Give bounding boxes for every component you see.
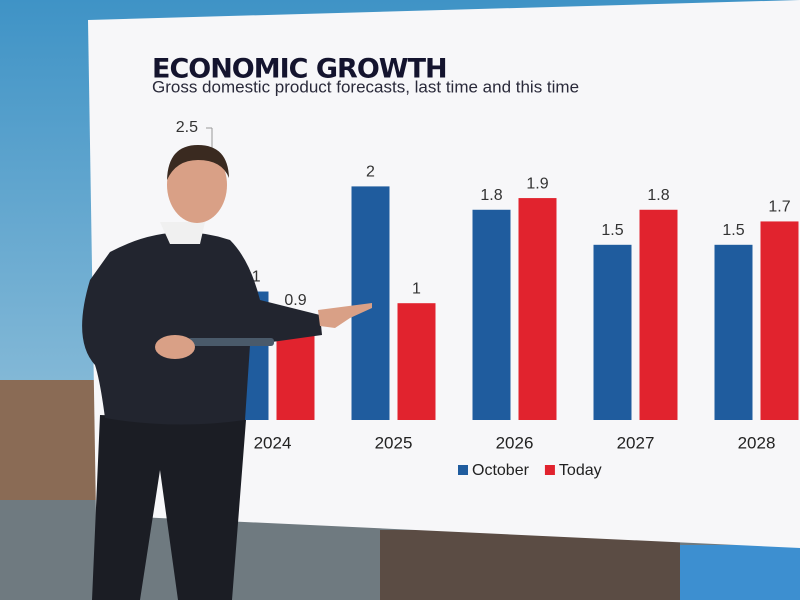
x-tick-label: 2028 [738, 433, 776, 452]
presenter [82, 145, 372, 600]
value-label: 1.8 [480, 187, 502, 204]
x-tick-label: 2026 [496, 433, 534, 452]
presenter-collar [160, 222, 205, 244]
presenter-hand [155, 335, 195, 359]
value-label: 2 [366, 164, 375, 181]
chart-subtitle: Gross domestic product forecasts, last t… [152, 77, 579, 96]
bar [518, 198, 557, 420]
value-label: 1.5 [722, 222, 744, 239]
background-trees [380, 530, 680, 600]
presenter-head [167, 147, 227, 223]
presenter-hair [167, 145, 229, 180]
value-label: 1.5 [601, 222, 623, 239]
x-tick-label: 2025 [375, 433, 413, 452]
y-tick-label: 2.5 [176, 119, 198, 136]
value-label: 0.9 [284, 292, 306, 309]
value-label: 1.7 [768, 199, 790, 216]
value-label: 1.8 [647, 187, 669, 204]
bar [397, 303, 436, 420]
bar [593, 244, 632, 420]
legend-label: Today [559, 462, 602, 479]
legend-swatch [458, 465, 468, 475]
presenter-tablet [188, 338, 274, 346]
presenter-sweater [82, 232, 322, 425]
bar [472, 209, 511, 420]
background-buildings [0, 380, 100, 510]
presenter-pointing-hand [318, 303, 372, 328]
value-label: 1 [412, 280, 421, 297]
background-screen [680, 545, 800, 600]
x-tick-label: 2027 [617, 433, 655, 452]
value-label: 1.9 [526, 175, 548, 192]
legend-label: October [472, 462, 530, 479]
bar [714, 244, 753, 420]
bar [760, 221, 799, 420]
x-tick-label: 2024 [254, 433, 292, 452]
presenter-trousers [92, 415, 246, 600]
legend-swatch [544, 465, 555, 475]
bar [639, 209, 678, 420]
chart-title: ECONOMIC GROWTH [152, 54, 447, 85]
